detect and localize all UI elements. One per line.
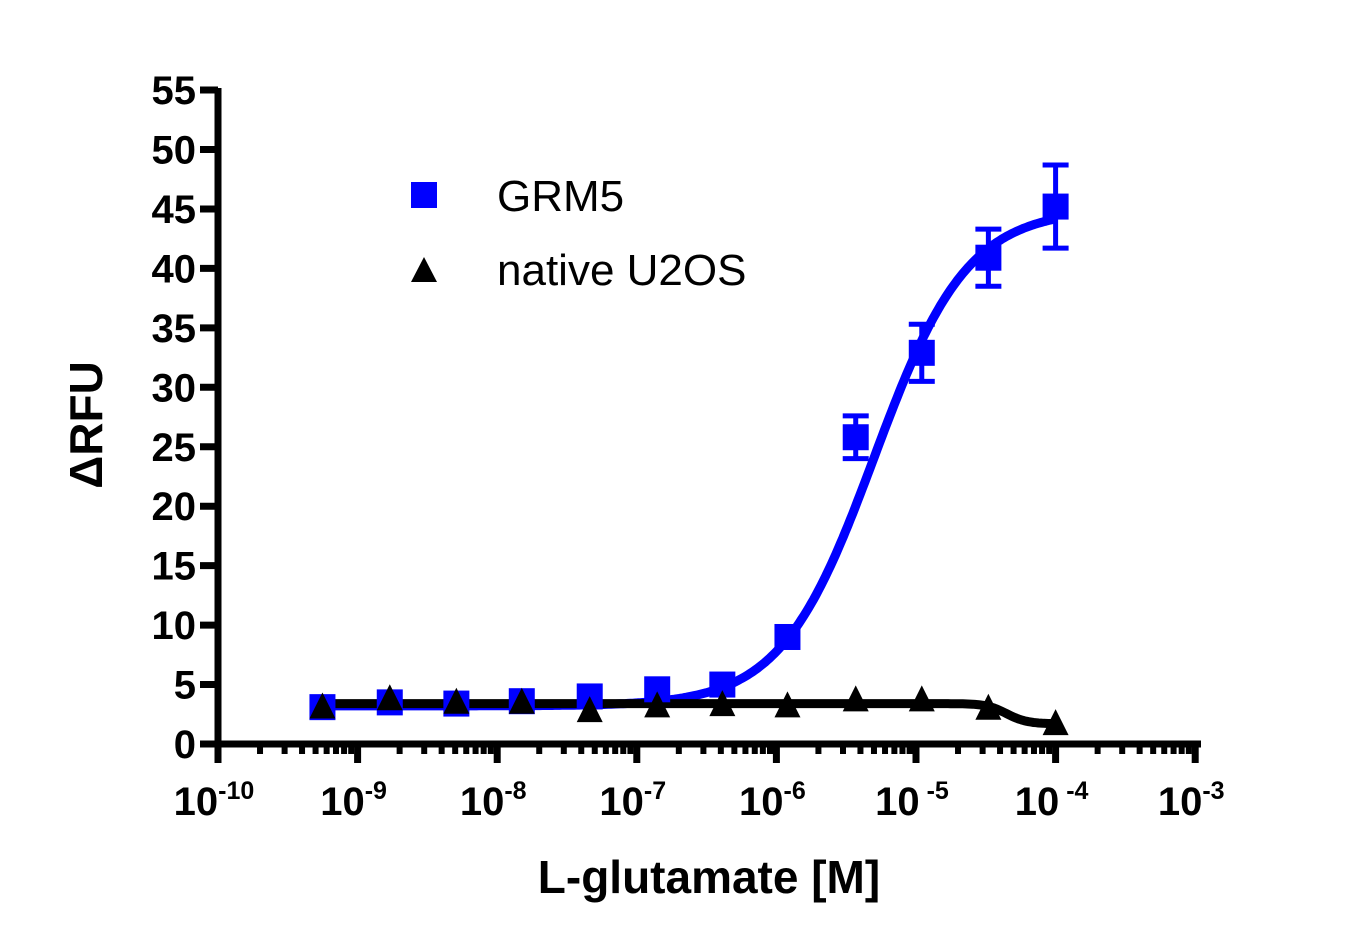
y-tick-label: 15 [152,545,197,589]
square-marker [908,339,935,366]
triangle-marker [644,691,671,718]
fit-curve [320,699,1058,729]
y-tick-label: 10 [152,604,197,648]
legend-label: native U2OS [497,246,746,295]
y-tick-label: 30 [152,366,197,410]
triangle-marker [842,685,869,712]
y-tick-label: 55 [152,69,197,113]
triangle-marker [443,687,470,714]
y-axis-ticks: 0 5 10 15 20 25 30 35 40 45 50 55 [152,69,218,767]
x-tick-label: 10 -4 [1015,777,1089,824]
square-marker [774,623,801,650]
square-marker [975,244,1002,271]
x-axis-ticks: 10-10 10-9 10-8 10-7 10-6 10 -5 10 -4 10-3 [174,744,1225,824]
legend-item-native-u2os: native U2OS [411,246,746,295]
triangle-marker [309,692,336,719]
x-axis-title: L-glutamate [M] [538,851,880,903]
legend-item-grm5: GRM5 [411,172,624,221]
y-axis-title: ΔRFU [60,361,112,489]
y-tick-label: 35 [152,307,197,351]
triangle-marker [576,696,603,723]
triangle-marker [709,690,736,717]
triangle-marker-icon [411,257,437,282]
triangle-marker [1042,709,1069,736]
square-marker [1042,193,1069,220]
triangle-marker [975,693,1002,720]
legend-label: GRM5 [497,172,624,221]
triangle-marker [376,684,403,711]
x-tick-label: 10-9 [320,777,387,824]
x-tick-label: 10-10 [174,777,255,824]
y-tick-label: 20 [152,485,197,529]
y-tick-label: 50 [152,129,197,173]
x-tick-label: 10-6 [739,777,806,824]
x-tick-label: 10-8 [460,777,527,824]
y-tick-label: 5 [174,664,196,708]
legend: GRM5 native U2OS [411,172,746,295]
y-tick-label: 25 [152,426,197,470]
square-marker [842,424,869,451]
x-tick-label: 10 -5 [875,777,949,824]
triangle-marker [774,691,801,718]
y-tick-label: 0 [174,723,196,767]
y-tick-label: 40 [152,247,197,291]
y-tick-label: 45 [152,188,197,232]
x-tick-label: 10-7 [599,777,666,824]
square-marker-icon [411,182,437,208]
x-tick-label: 10-3 [1158,777,1225,824]
data-points [309,162,1069,736]
triangle-marker [508,687,535,714]
triangle-marker [908,685,935,712]
